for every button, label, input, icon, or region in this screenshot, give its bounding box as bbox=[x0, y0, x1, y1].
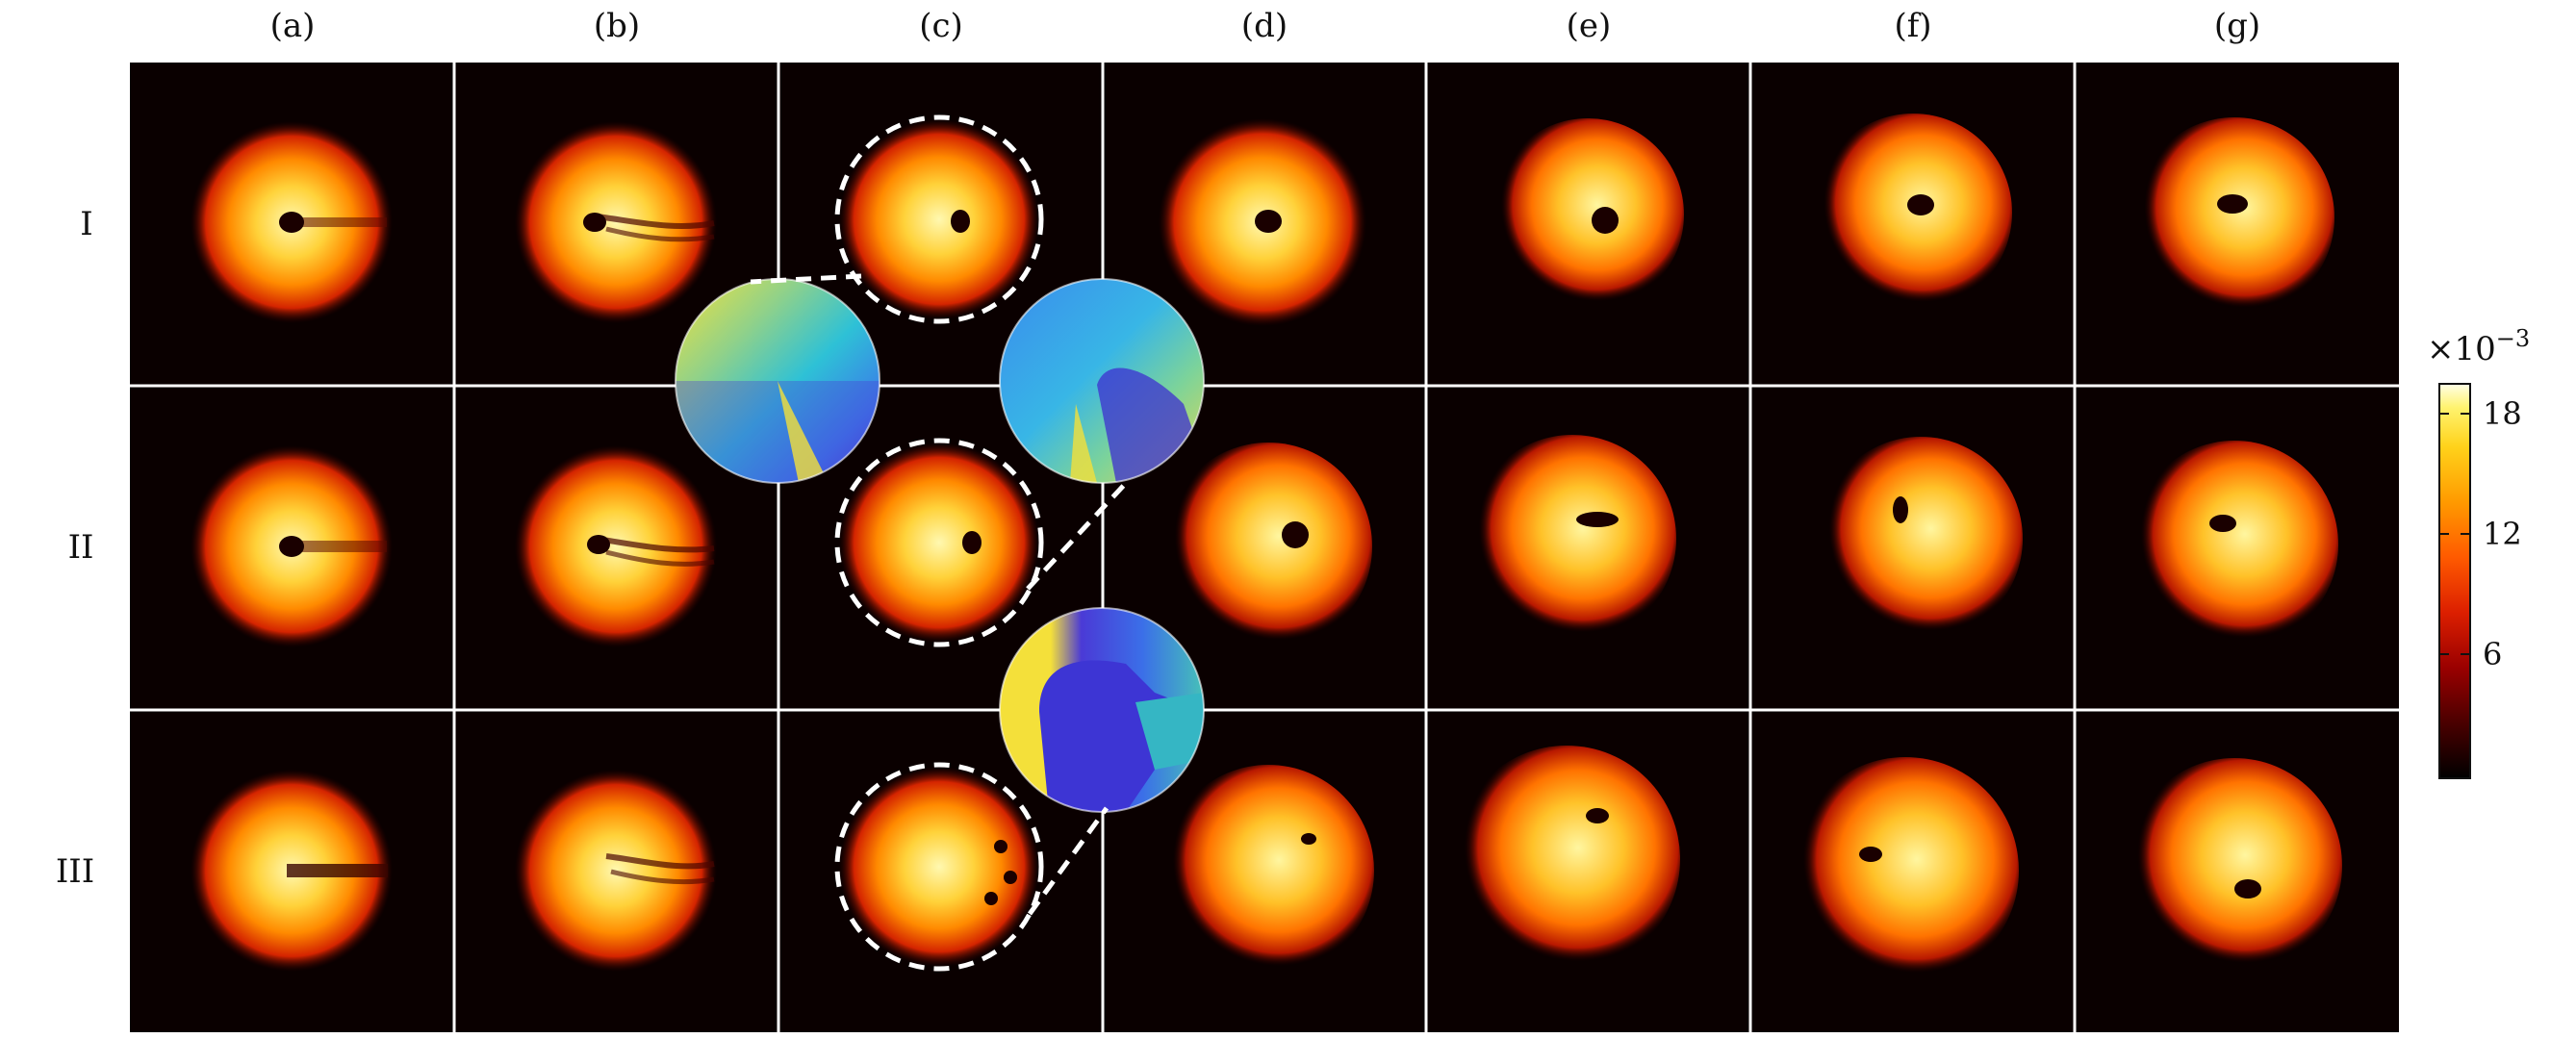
dark-streak-b-III bbox=[605, 853, 715, 870]
phase-inset-C bbox=[1000, 608, 1204, 812]
panel-row-II bbox=[191, 435, 2338, 650]
zoom-inset-III-core-2 bbox=[1004, 871, 1017, 884]
intensity-panel-e-I bbox=[1492, 118, 1684, 311]
colorbar-tick-label-12: 12 bbox=[2483, 516, 2522, 552]
inset-connectors bbox=[750, 273, 1130, 916]
colorbar-tick-label-6: 6 bbox=[2483, 636, 2502, 672]
vortex-core-f-II bbox=[1893, 496, 1908, 523]
connector-C bbox=[1027, 806, 1109, 916]
zoom-inset-II-core bbox=[962, 531, 982, 554]
vortex-core-g-III bbox=[2234, 879, 2261, 899]
vortex-core-a-II bbox=[279, 536, 304, 557]
row-label-2: II bbox=[68, 528, 94, 567]
inset-column-c bbox=[834, 114, 1044, 972]
colorbar-tick-label-18: 18 bbox=[2483, 395, 2522, 432]
row-label-1: I bbox=[80, 205, 92, 243]
vortex-core-d-III bbox=[1301, 833, 1316, 845]
phase-inset-A bbox=[676, 279, 880, 483]
intensity-panel-b-II bbox=[515, 445, 717, 647]
intensity-panel-f-II bbox=[1819, 437, 2023, 641]
svg-text:×10−3: ×10−3 bbox=[2427, 325, 2530, 368]
zoom-inset-III bbox=[839, 767, 1039, 967]
panel-grid-lines bbox=[130, 63, 2399, 1032]
column-labels: (a) (b) (c) (d) (e) (f) (g) bbox=[270, 7, 2261, 45]
vortex-core-e-I bbox=[1592, 207, 1619, 234]
dark-streak-a-I bbox=[281, 217, 387, 227]
zoom-inset-III-core-1 bbox=[994, 840, 1007, 853]
colorbar: ×10−3 18 12 6 bbox=[2427, 325, 2530, 779]
row-label-3: III bbox=[56, 852, 94, 891]
zoom-inset-II bbox=[839, 443, 1039, 643]
vortex-core-a-I bbox=[279, 212, 304, 233]
intensity-panel-e-III bbox=[1453, 746, 1680, 973]
column-label-d: (d) bbox=[1241, 7, 1288, 45]
column-label-c: (c) bbox=[919, 7, 963, 45]
dark-streak-a-III bbox=[287, 864, 388, 877]
intensity-panel-e-II bbox=[1468, 435, 1676, 643]
column-label-f: (f) bbox=[1894, 7, 1931, 45]
vortex-core-d-II bbox=[1282, 521, 1309, 548]
vortex-cores bbox=[279, 194, 2261, 899]
intensity-panel-g-II bbox=[2130, 441, 2338, 648]
vortex-core-g-II bbox=[2209, 515, 2236, 532]
zoom-inset-II-border bbox=[834, 438, 1044, 647]
dark-streak-b-III-2 bbox=[610, 869, 715, 885]
zoom-inset-III-core-3 bbox=[984, 892, 998, 905]
colorbar-exponent: −3 bbox=[2496, 325, 2530, 352]
zoom-inset-I-border bbox=[834, 114, 1044, 324]
column-label-e: (e) bbox=[1567, 7, 1612, 45]
zoom-inset-I bbox=[839, 119, 1039, 319]
intensity-panel-d-II bbox=[1164, 443, 1372, 650]
phase-inset-B-edge bbox=[999, 278, 1205, 484]
vortex-core-d-I bbox=[1255, 210, 1282, 233]
dark-streak-b-II-2 bbox=[605, 549, 715, 567]
dark-streak-a-II bbox=[281, 541, 387, 552]
dark-streak-b-I bbox=[596, 214, 715, 229]
vortex-core-b-II bbox=[587, 535, 610, 554]
vortex-core-e-III bbox=[1586, 808, 1609, 823]
vortex-core-e-II bbox=[1576, 512, 1619, 527]
zoom-inset-I-core bbox=[951, 210, 970, 233]
dark-streak-b-II bbox=[596, 536, 715, 553]
vortex-core-f-III bbox=[1859, 847, 1882, 862]
intensity-panel-d-III bbox=[1162, 765, 1374, 976]
colorbar-multiplier: ×10 bbox=[2427, 330, 2496, 368]
intensity-panel-g-I bbox=[2134, 117, 2334, 317]
intensity-panel-f-III bbox=[1792, 757, 2019, 984]
row-labels: I II III bbox=[56, 205, 94, 891]
vortex-core-b-I bbox=[583, 213, 606, 232]
colorbar-ticks bbox=[2439, 413, 2470, 655]
vortex-core-f-I bbox=[1907, 194, 1934, 215]
dark-streak-b-I-2 bbox=[605, 226, 715, 242]
colorbar-scale bbox=[2438, 383, 2471, 779]
zoom-inset-III-border bbox=[834, 762, 1044, 972]
phase-inset-B bbox=[1000, 279, 1204, 483]
column-label-g: (g) bbox=[2214, 7, 2260, 45]
phase-inset-C-edge bbox=[999, 607, 1205, 813]
connector-A bbox=[750, 273, 862, 285]
column-label-b: (b) bbox=[594, 7, 640, 45]
intensity-panel-b-I bbox=[515, 121, 717, 323]
intensity-panel-g-III bbox=[2127, 758, 2342, 974]
vortex-core-g-I bbox=[2217, 194, 2248, 214]
column-label-a: (a) bbox=[270, 7, 316, 45]
